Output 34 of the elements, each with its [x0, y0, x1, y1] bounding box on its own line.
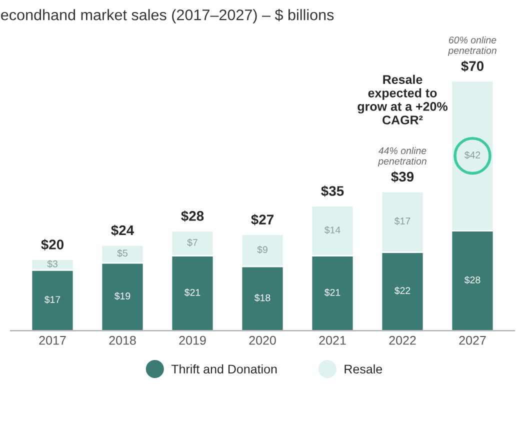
data-label: $17 — [44, 296, 60, 304]
data-label: $28 — [464, 276, 480, 284]
total-label: $70 — [461, 60, 484, 72]
chart-title: econdhand market sales (2017–2027) – $ billions — [1, 8, 334, 24]
data-label: $21 — [324, 288, 340, 296]
data-label: $19 — [114, 292, 130, 300]
data-label: $22 — [394, 286, 410, 295]
annotation: 44% online penetration — [378, 146, 426, 167]
x-tick-label: 2020 — [249, 336, 276, 345]
data-label: $17 — [394, 217, 410, 226]
data-label: $3 — [47, 260, 58, 268]
data-label: $42 — [464, 151, 480, 160]
annotation: Resale expected to grow at a +20% CAGR² — [358, 74, 448, 124]
data-label: $18 — [254, 294, 270, 302]
x-tick-label: 2017 — [39, 336, 66, 345]
data-label: $14 — [324, 226, 340, 234]
x-tick-label: 2027 — [459, 336, 486, 345]
data-label: $9 — [257, 246, 268, 254]
data-label: $21 — [184, 288, 200, 296]
data-label: $7 — [187, 238, 198, 246]
x-tick-label: 2018 — [109, 336, 136, 345]
data-label: $5 — [117, 249, 128, 258]
legend-label: Thrift and Donation — [171, 364, 277, 374]
total-label: $39 — [391, 171, 414, 183]
total-label: $28 — [181, 210, 204, 222]
legend-label: Resale — [344, 364, 382, 374]
x-tick-label: 2019 — [179, 336, 206, 345]
x-tick-label: 2021 — [319, 336, 346, 345]
total-label: $27 — [251, 214, 274, 226]
total-label: $20 — [41, 239, 64, 250]
total-label: $35 — [321, 185, 344, 197]
total-label: $24 — [111, 224, 134, 236]
annotation: 60% online penetration — [448, 36, 496, 56]
x-tick-label: 2022 — [389, 336, 416, 345]
